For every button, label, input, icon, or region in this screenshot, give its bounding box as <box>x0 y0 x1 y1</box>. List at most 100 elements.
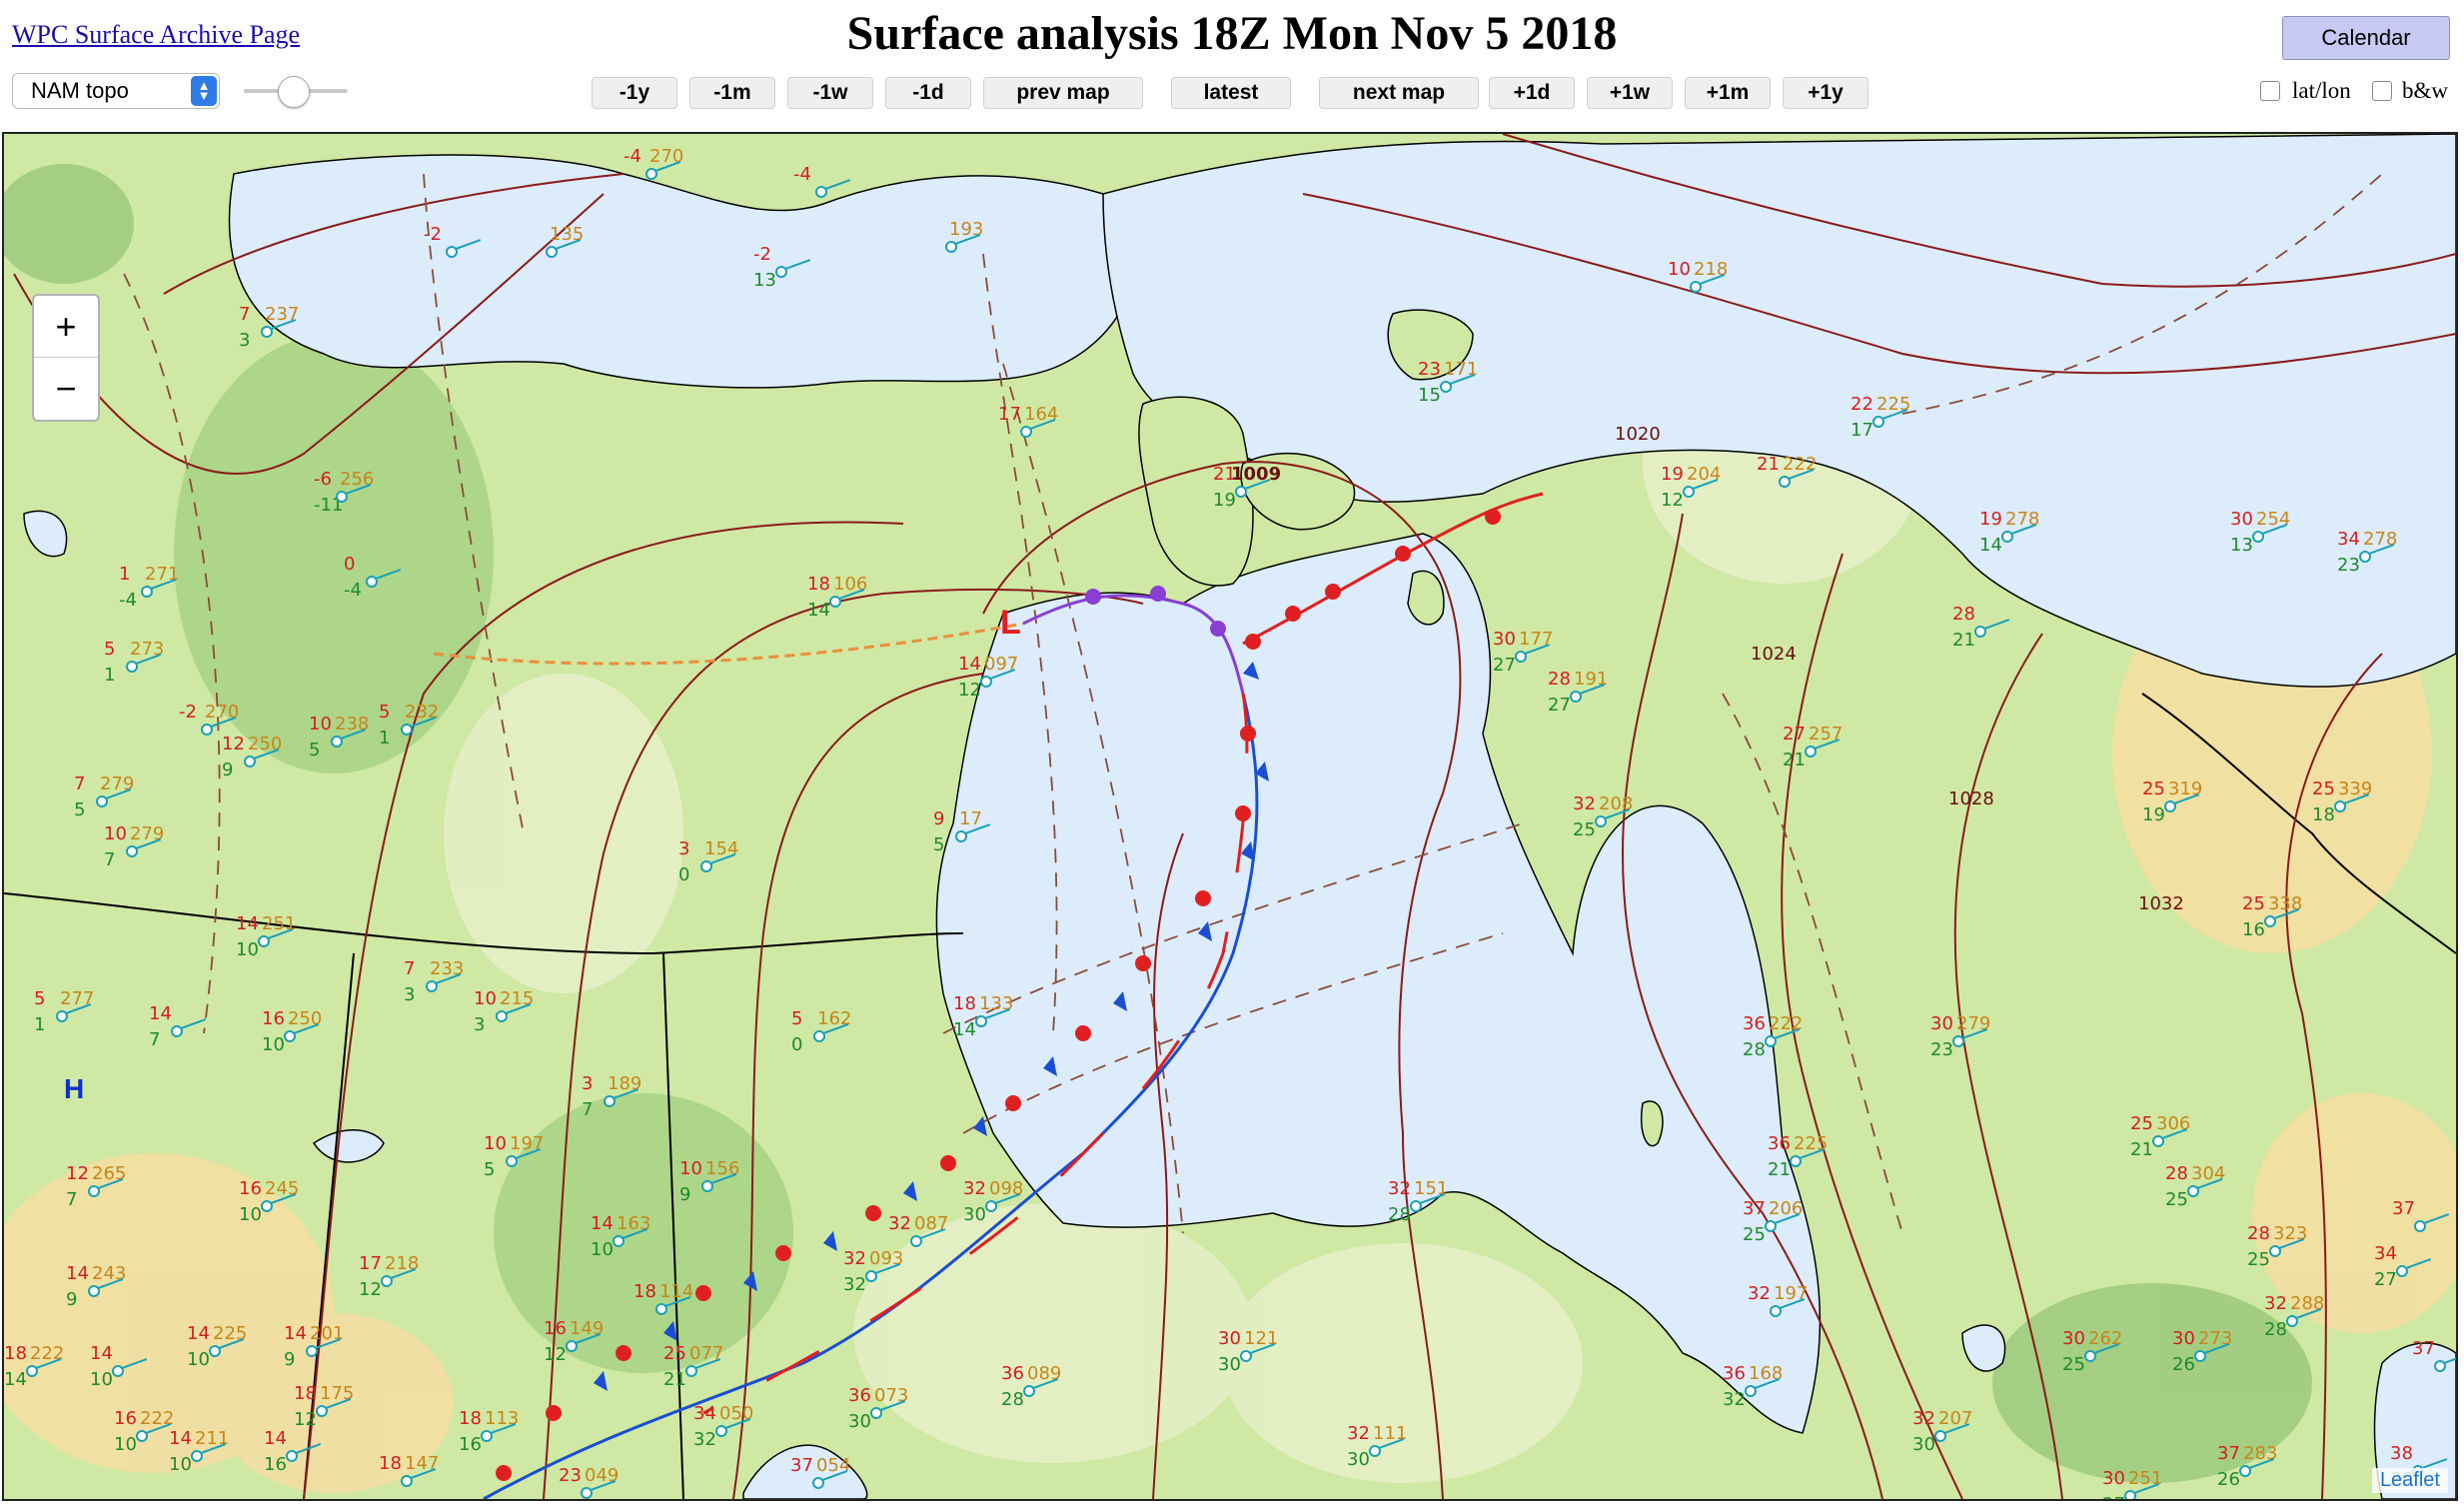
station-pressure: 177 <box>1519 629 1554 650</box>
wind-barb-icon <box>296 1443 322 1454</box>
station-temperature: 5 <box>34 988 46 1009</box>
station-plot: 19 278 14 <box>1979 509 2069 565</box>
plus-1m-button[interactable]: +1m <box>1685 77 1771 109</box>
station-temperature: 36 <box>1743 1013 1766 1034</box>
station-plot: 34 278 23 <box>2337 529 2427 585</box>
station-plot: 3 154 0 <box>678 838 768 894</box>
station-pressure: 111 <box>1373 1423 1408 1444</box>
sky-cover-icon <box>366 576 378 588</box>
latlon-checkbox[interactable] <box>2260 81 2280 101</box>
station-dewpoint: 13 <box>753 270 776 291</box>
station-pressure: 089 <box>1027 1363 1062 1384</box>
station-temperature: 14 <box>236 913 259 934</box>
station-temperature: -2 <box>753 244 771 265</box>
station-temperature: 22 <box>1850 394 1873 415</box>
station-pressure: 147 <box>405 1453 440 1474</box>
station-dewpoint: 30 <box>1347 1449 1370 1470</box>
sky-cover-icon <box>261 1200 273 1212</box>
station-plot: 36 222 28 <box>1743 1013 1833 1069</box>
plus-1d-button[interactable]: +1d <box>1489 77 1575 109</box>
bw-checkbox[interactable] <box>2372 81 2392 101</box>
calendar-button[interactable]: Calendar <box>2282 16 2450 60</box>
zoom-out-button[interactable]: − <box>55 367 77 409</box>
latlon-label: lat/lon <box>2292 78 2351 103</box>
station-temperature: 32 <box>843 1248 866 1269</box>
station-pressure: 218 <box>385 1253 420 1274</box>
sky-cover-icon <box>975 1015 987 1027</box>
station-pressure: 175 <box>320 1383 355 1404</box>
sky-cover-icon <box>1023 1385 1035 1397</box>
station-plot: 16 222 10 <box>114 1408 204 1464</box>
station-temperature: 25 <box>2242 893 2265 914</box>
station-dewpoint: 9 <box>284 1349 296 1370</box>
station-pressure: 106 <box>833 574 868 595</box>
sky-cover-icon <box>1765 1035 1777 1047</box>
station-dewpoint: 14 <box>807 600 830 621</box>
station-dewpoint: 21 <box>1783 750 1806 770</box>
station-plot: 23 171 15 <box>1418 359 1508 415</box>
minus-1m-button[interactable]: -1m <box>689 77 775 109</box>
station-plot: -6 256 -11 <box>314 469 404 525</box>
plus-1y-button[interactable]: +1y <box>1783 77 1868 109</box>
minus-1d-button[interactable]: -1d <box>885 77 971 109</box>
station-temperature: 30 <box>2102 1468 2125 1489</box>
station-temperature: 16 <box>114 1408 137 1429</box>
map-type-select[interactable]: NAM topo ▲ ▼ <box>12 73 220 109</box>
wind-barb-icon <box>181 1018 207 1029</box>
sky-cover-icon <box>1020 426 1032 438</box>
leaflet-attribution[interactable]: Leaflet <box>2371 1468 2448 1493</box>
sky-cover-icon <box>126 845 138 857</box>
station-plot: 37 <box>2412 1338 2456 1394</box>
next-map-button[interactable]: next map <box>1319 77 1479 109</box>
prev-map-button[interactable]: prev map <box>983 77 1143 109</box>
bw-label: b&w <box>2402 78 2448 103</box>
sky-cover-icon <box>481 1430 493 1442</box>
sky-cover-icon <box>171 1025 183 1037</box>
station-plot: 30 273 26 <box>2172 1328 2262 1384</box>
station-plot: 32 098 30 <box>963 1178 1053 1234</box>
station-plot: 36 073 30 <box>848 1385 938 1441</box>
station-temperature: -2 <box>424 224 442 245</box>
station-temperature: 37 <box>790 1455 813 1476</box>
minus-1y-button[interactable]: -1y <box>592 77 677 109</box>
station-temperature: 10 <box>484 1133 507 1154</box>
station-plot: 30 121 30 <box>1218 1328 1308 1384</box>
wind-barb-icon <box>376 569 402 580</box>
station-temperature: 36 <box>1768 1133 1791 1154</box>
sky-cover-icon <box>1570 691 1582 703</box>
sky-cover-icon <box>865 1270 877 1282</box>
station-temperature: 18 <box>953 993 976 1014</box>
surface-analysis-map[interactable]: L H 1009 1020 1024 1028 1032 -4 270 -2 135-… <box>2 132 2458 1501</box>
station-temperature: 37 <box>1743 1198 1766 1219</box>
zoom-in-button[interactable]: + <box>34 296 98 358</box>
station-pressure: 283 <box>2243 1443 2278 1464</box>
station-temperature: 25 <box>2312 778 2335 799</box>
station-temperature: 34 <box>2337 529 2360 550</box>
station-dewpoint: 10 <box>591 1239 614 1260</box>
station-pressure: 193 <box>949 219 984 240</box>
trough-lines <box>123 173 2383 1234</box>
station-temperature: 38 <box>2390 1443 2413 1464</box>
station-plot: 14 163 10 <box>591 1213 680 1269</box>
warm-front-south <box>702 693 1249 1415</box>
latest-button[interactable]: latest <box>1171 77 1291 109</box>
sky-cover-icon <box>685 1365 697 1377</box>
islands <box>1138 309 1664 1147</box>
station-pressure: 162 <box>817 1008 852 1029</box>
station-pressure: 114 <box>659 1281 694 1302</box>
opacity-slider-handle[interactable] <box>278 76 310 108</box>
station-plot: 14 097 12 <box>958 654 1048 710</box>
sky-cover-icon <box>1369 1445 1381 1457</box>
station-plot: 36 225 21 <box>1768 1133 1857 1189</box>
plus-1w-button[interactable]: +1w <box>1587 77 1673 109</box>
sky-cover-icon <box>2434 1360 2446 1372</box>
station-plot: 12 265 7 <box>66 1163 156 1219</box>
station-pressure: 270 <box>649 146 684 167</box>
station-plot: 28 323 25 <box>2247 1223 2337 1279</box>
station-pressure: 254 <box>2256 509 2291 530</box>
station-pressure: 279 <box>100 773 135 794</box>
minus-1w-button[interactable]: -1w <box>787 77 873 109</box>
station-dewpoint: 25 <box>2062 1354 2085 1375</box>
station-plot: 30 177 27 <box>1493 629 1583 685</box>
archive-page-link[interactable]: WPC Surface Archive Page <box>12 20 301 49</box>
